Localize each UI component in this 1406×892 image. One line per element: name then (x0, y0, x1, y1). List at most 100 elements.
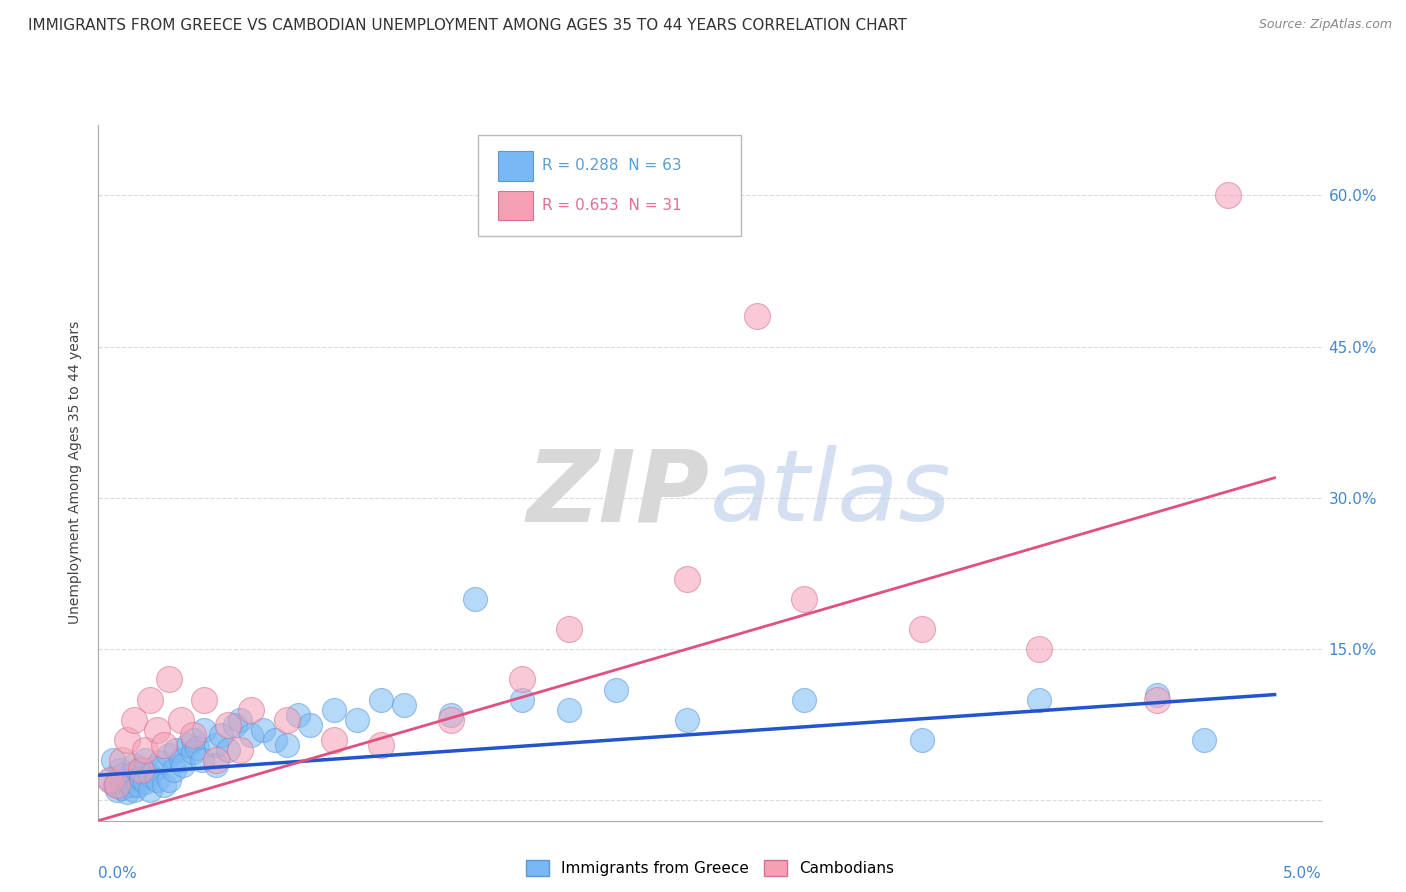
Point (464, 591, 486, 606)
Point (157, 673, 180, 687)
Point (146, 773, 169, 788)
Point (193, 723, 215, 737)
Text: ZIP: ZIP (527, 445, 710, 542)
Point (127, 778, 149, 792)
Point (392, 698, 416, 712)
Point (793, 591, 815, 606)
Point (181, 745, 204, 759)
Point (139, 692, 162, 706)
Point (139, 768, 162, 782)
Text: R = 0.288  N = 63: R = 0.288 N = 63 (543, 159, 682, 173)
Point (793, 692, 815, 706)
Point (122, 713, 145, 727)
Point (276, 713, 298, 727)
Point (440, 707, 463, 722)
Point (134, 753, 156, 767)
Point (120, 778, 142, 792)
Point (322, 703, 344, 717)
Point (170, 713, 193, 727)
Point (193, 692, 215, 706)
Point (122, 783, 145, 797)
Point (170, 753, 193, 767)
Point (911, 733, 934, 747)
Point (224, 718, 246, 732)
Point (129, 772, 152, 786)
Point (299, 718, 322, 732)
Point (276, 738, 298, 752)
FancyBboxPatch shape (498, 152, 533, 180)
Point (1146, 688, 1168, 702)
Point (115, 785, 138, 799)
Point (108, 763, 131, 777)
Text: R = 0.653  N = 31: R = 0.653 N = 31 (543, 198, 682, 213)
Point (205, 758, 228, 772)
Point (558, 622, 581, 636)
Point (558, 703, 581, 717)
Point (1146, 692, 1168, 706)
Text: 0.0%: 0.0% (98, 866, 138, 881)
Point (172, 758, 194, 772)
Point (181, 733, 204, 747)
Text: atlas: atlas (710, 445, 952, 542)
Point (240, 728, 263, 742)
Point (122, 758, 145, 772)
Point (153, 738, 176, 752)
Point (157, 773, 180, 788)
Point (186, 741, 208, 756)
Point (911, 622, 934, 636)
Point (111, 781, 134, 796)
Point (129, 763, 152, 777)
Point (115, 733, 138, 747)
Point (111, 768, 134, 782)
Point (228, 713, 250, 727)
Point (228, 743, 250, 757)
Point (163, 763, 186, 777)
Point (370, 692, 392, 706)
Point (165, 743, 187, 757)
Text: 5.0%: 5.0% (1282, 866, 1322, 881)
Point (745, 310, 768, 324)
Point (510, 692, 533, 706)
Point (1028, 692, 1050, 706)
Point (157, 748, 180, 763)
Point (1192, 733, 1215, 747)
Point (105, 783, 128, 797)
Y-axis label: Unemployment Among Ages 35 to 44 years: Unemployment Among Ages 35 to 44 years (69, 321, 83, 624)
Text: Source: ZipAtlas.com: Source: ZipAtlas.com (1258, 18, 1392, 31)
Point (149, 755, 172, 769)
Point (98, 773, 121, 788)
Point (134, 775, 156, 789)
Point (1216, 188, 1239, 202)
Point (181, 728, 204, 742)
Point (153, 778, 176, 792)
Point (1028, 642, 1050, 657)
Point (118, 773, 141, 788)
Point (125, 765, 148, 780)
Point (322, 733, 344, 747)
Point (346, 713, 368, 727)
Point (205, 738, 228, 752)
Legend: Immigrants from Greece, Cambodians: Immigrants from Greece, Cambodians (520, 855, 900, 882)
Point (111, 753, 134, 767)
Point (177, 738, 200, 752)
Point (240, 703, 263, 717)
Point (209, 728, 232, 742)
Point (510, 673, 533, 687)
Point (217, 718, 239, 732)
Point (101, 753, 124, 767)
Point (146, 723, 169, 737)
Point (105, 778, 128, 792)
Point (143, 761, 166, 775)
Point (252, 723, 274, 737)
Point (675, 713, 697, 727)
FancyBboxPatch shape (478, 136, 741, 236)
Point (217, 743, 239, 757)
Point (134, 743, 156, 757)
Point (440, 713, 463, 727)
Point (263, 733, 285, 747)
FancyBboxPatch shape (498, 191, 533, 220)
Point (675, 572, 697, 586)
Point (605, 682, 627, 697)
Point (104, 778, 127, 792)
Text: IMMIGRANTS FROM GREECE VS CAMBODIAN UNEMPLOYMENT AMONG AGES 35 TO 44 YEARS CORRE: IMMIGRANTS FROM GREECE VS CAMBODIAN UNEM… (28, 18, 907, 33)
